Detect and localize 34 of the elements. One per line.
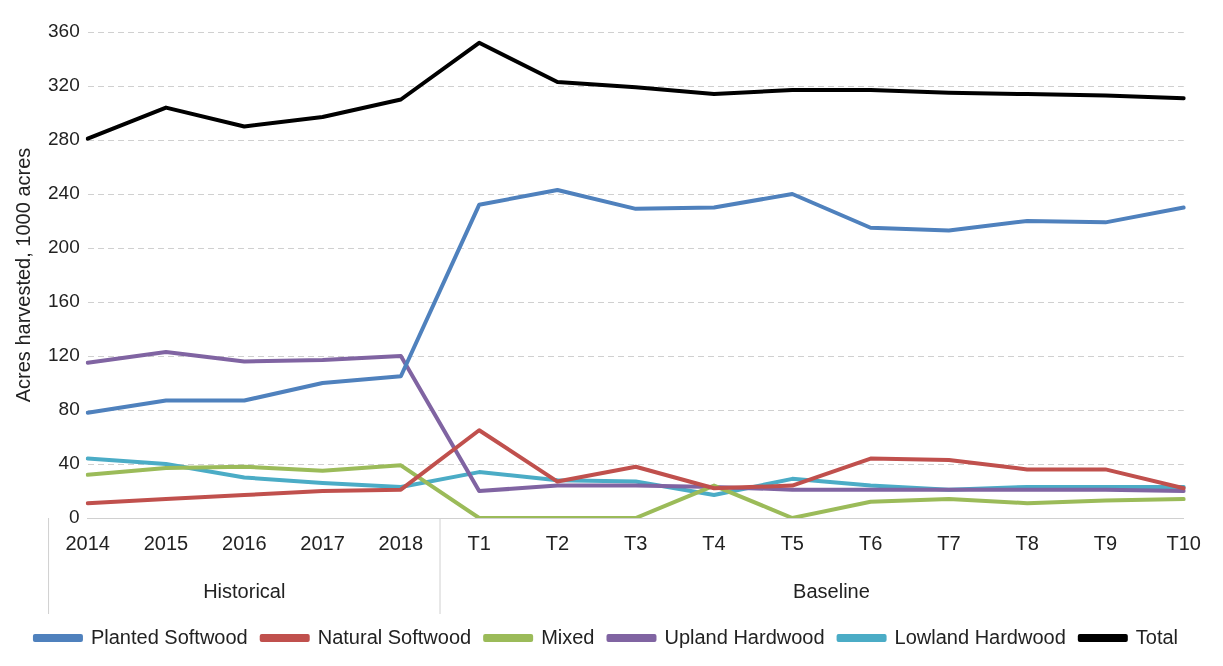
y-axis-title: Acres harvested, 1000 acres [11,147,34,403]
y-tick-label: 80 [58,398,80,420]
x-tick-label: T6 [858,531,883,554]
x-tick-label: T9 [1093,531,1118,554]
text: Historical [203,579,286,602]
y-tick-label: 280 [48,128,80,150]
x-tick-label: 2015 [143,531,189,554]
y-tick-label: 0 [69,506,80,528]
x-tick-label: T1 [467,531,491,554]
legend-label: Mixed [541,625,595,648]
x-tick-label: 2014 [65,531,110,554]
x-tick-label: 2017 [300,531,345,554]
y-tick-label: 40 [58,452,80,474]
y-tick-label: 240 [48,182,80,204]
legend-label: Upland Hardwood [664,625,825,648]
legend-label: Planted Softwood [90,625,248,648]
x-tick-label: T4 [702,531,726,554]
x-tick-label: 2016 [222,531,267,554]
y-tick-label: 360 [48,20,80,42]
legend-label: Lowland Hardwood [894,625,1066,648]
x-tick-label: T7 [937,531,961,554]
x-tick-label: T10 [1166,531,1201,554]
y-tick-label: 320 [48,74,80,96]
x-tick-label: T2 [545,531,570,554]
y-tick-label: 200 [48,236,80,258]
legend-label: Natural Softwood [317,625,472,648]
x-tick-label: 2018 [378,531,424,554]
y-tick-label: 120 [48,344,80,366]
legend-label: Total [1135,625,1179,648]
x-tick-label: T8 [1015,531,1039,554]
y-tick-label: 160 [48,290,80,312]
x-tick-label: T5 [780,531,804,554]
x-tick-label: T3 [624,531,648,554]
text: Baseline [793,579,870,602]
